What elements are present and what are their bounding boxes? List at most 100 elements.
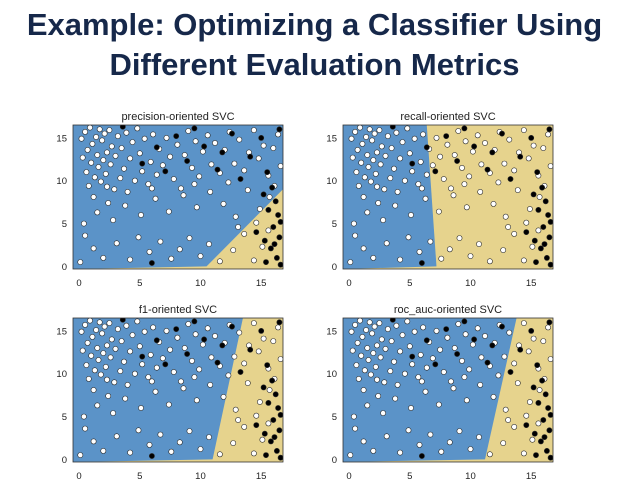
point-negative <box>145 374 152 380</box>
point-positive <box>270 417 277 423</box>
point-positive <box>542 391 549 398</box>
point-positive <box>276 234 283 241</box>
point-negative <box>129 139 136 145</box>
point-negative <box>135 234 142 241</box>
point-negative <box>420 131 426 138</box>
point-positive <box>461 125 468 132</box>
point-negative <box>348 135 355 142</box>
point-negative <box>186 428 193 434</box>
point-positive <box>237 176 244 182</box>
point-negative <box>353 362 360 368</box>
point-negative <box>165 208 172 215</box>
point-negative <box>196 173 203 180</box>
point-negative <box>365 164 372 170</box>
point-negative <box>521 257 527 264</box>
y-tick-label: 0 <box>332 262 337 273</box>
point-negative <box>375 200 382 206</box>
point-negative <box>127 155 134 162</box>
point-negative <box>104 149 110 156</box>
point-negative <box>241 360 248 367</box>
point-negative <box>99 137 105 144</box>
point-positive <box>528 134 535 141</box>
point-negative <box>150 324 156 331</box>
point-negative <box>523 412 530 419</box>
point-negative <box>244 380 251 386</box>
x-tick-label: 15 <box>256 278 267 289</box>
point-negative <box>506 136 513 143</box>
point-negative <box>250 257 257 264</box>
point-negative <box>433 327 440 334</box>
point-negative <box>394 381 401 388</box>
point-negative <box>456 235 463 241</box>
point-negative <box>357 318 363 324</box>
point-negative <box>411 135 418 142</box>
point-negative <box>185 128 192 134</box>
point-negative <box>134 125 141 132</box>
point-negative <box>397 256 403 263</box>
point-negative <box>433 134 440 141</box>
point-negative <box>380 410 386 416</box>
point-negative <box>463 397 470 404</box>
point-positive <box>270 224 277 230</box>
point-negative <box>486 258 493 265</box>
point-negative <box>100 157 107 163</box>
point-negative <box>476 434 482 440</box>
point-positive <box>534 362 541 368</box>
subplot-3: f1-oriented SVC 0 5 10 15 0 5 10 15 <box>56 304 284 482</box>
subplot-title: f1-oriented SVC <box>139 304 217 316</box>
point-negative <box>451 345 458 351</box>
point-negative <box>514 380 521 386</box>
point-negative <box>134 318 141 325</box>
point-negative <box>167 346 173 353</box>
point-negative <box>352 321 358 328</box>
point-negative <box>369 330 375 337</box>
point-negative <box>478 161 485 168</box>
point-negative <box>370 254 377 261</box>
point-positive <box>258 327 265 334</box>
point-negative <box>250 127 257 134</box>
point-negative <box>387 368 394 374</box>
point-negative <box>378 336 385 343</box>
points-group <box>77 318 283 461</box>
point-negative <box>250 320 257 326</box>
point-negative <box>206 434 212 440</box>
point-positive <box>276 126 283 133</box>
point-positive <box>148 453 155 459</box>
point-negative <box>535 227 542 234</box>
point-positive <box>530 384 537 391</box>
point-negative <box>89 333 96 340</box>
point-negative <box>451 152 458 158</box>
point-negative <box>466 173 473 180</box>
point-negative <box>265 227 272 234</box>
point-negative <box>131 177 138 184</box>
point-negative <box>108 143 115 150</box>
point-negative <box>527 399 533 405</box>
point-negative <box>121 165 127 172</box>
point-negative <box>123 129 130 136</box>
subplot-title: precision-oriented SVC <box>121 111 234 123</box>
point-negative <box>506 329 513 336</box>
point-positive <box>264 362 271 368</box>
point-negative <box>371 323 378 330</box>
point-negative <box>95 164 102 170</box>
point-negative <box>100 447 107 454</box>
point-negative <box>446 439 453 446</box>
point-negative <box>363 134 369 140</box>
point-negative <box>399 332 406 338</box>
point-negative <box>178 378 184 385</box>
point-positive <box>173 326 180 332</box>
point-positive <box>538 245 544 252</box>
y-tick-label: 0 <box>62 455 67 466</box>
point-positive <box>499 130 505 137</box>
point-negative <box>383 433 390 440</box>
point-negative <box>369 137 375 144</box>
point-negative <box>185 321 192 327</box>
point-positive <box>547 261 553 268</box>
point-negative <box>416 248 423 255</box>
point-negative <box>381 379 388 386</box>
point-positive <box>471 143 477 150</box>
negative-region <box>73 125 283 269</box>
point-negative <box>127 256 134 263</box>
point-negative <box>159 162 166 169</box>
point-negative <box>529 436 536 443</box>
